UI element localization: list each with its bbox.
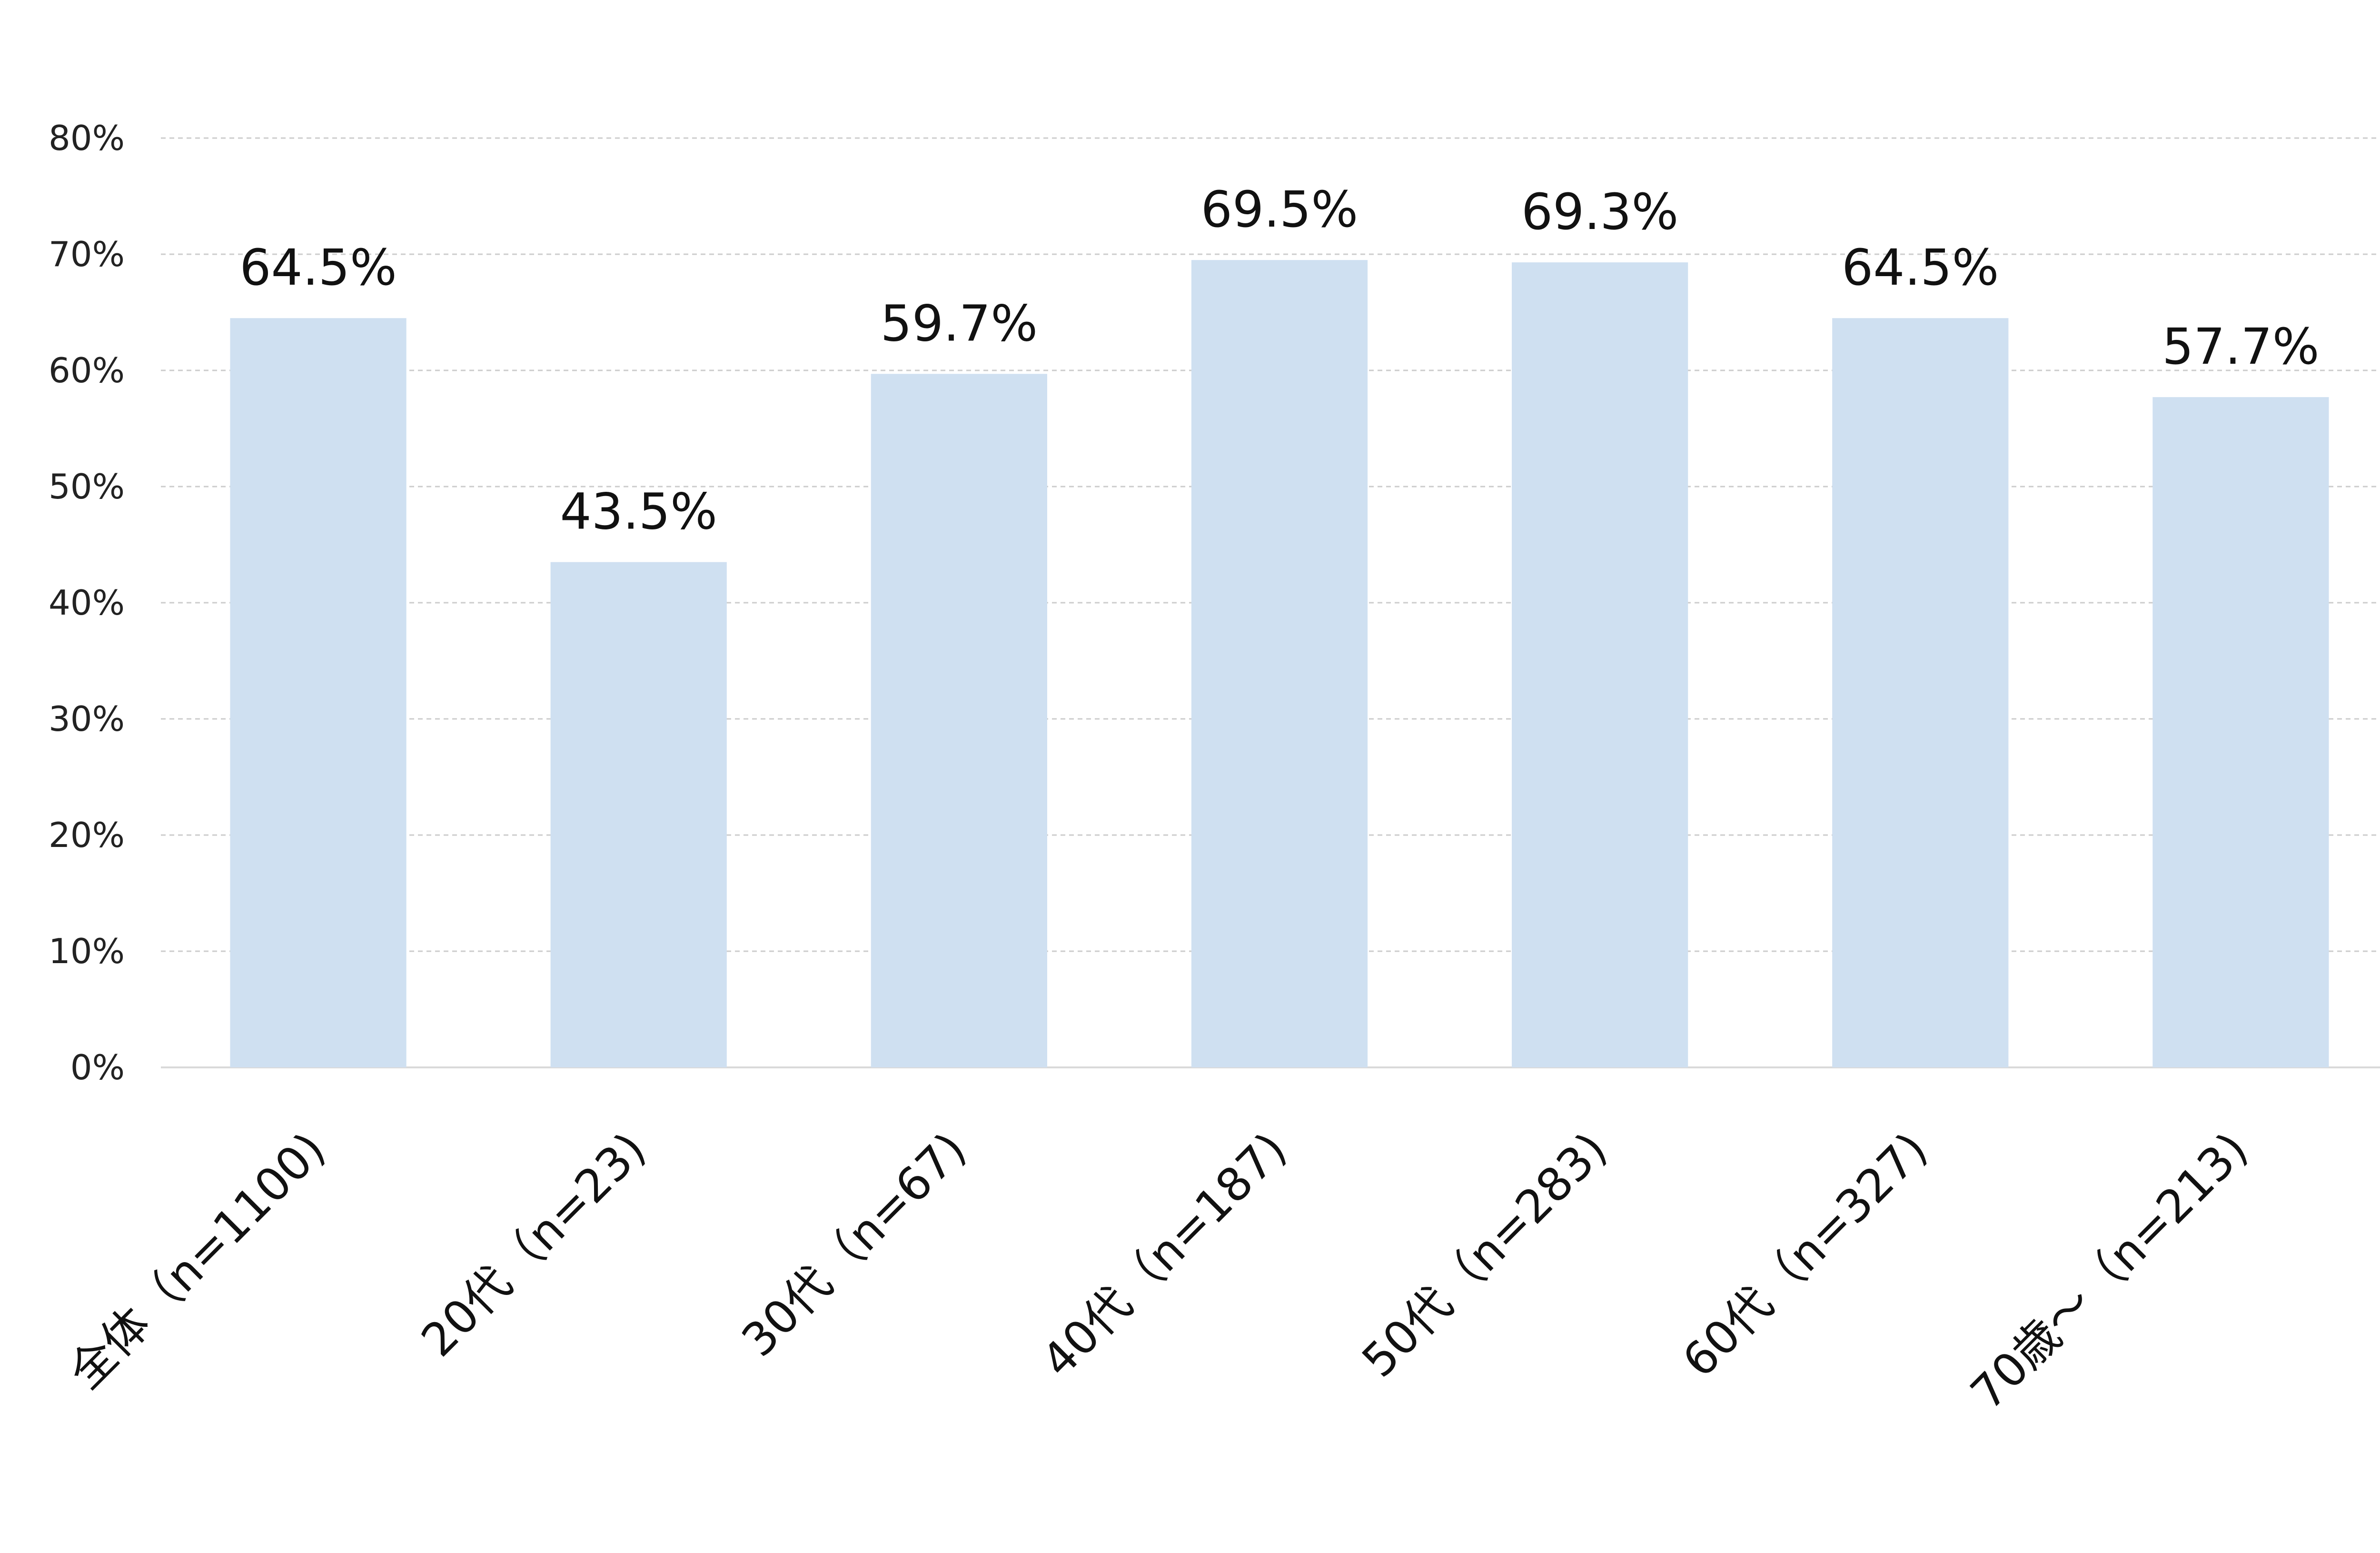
bar	[1512, 262, 1688, 1067]
x-tick-label: 40代（n=187)	[1031, 1122, 1297, 1387]
x-axis-ticks: 全体（n=1100) 20代（n=23) 30代（n=67) 40代（n=187) 50…	[59, 1122, 2258, 1420]
data-label: 57.7%	[2162, 318, 2319, 376]
x-tick-label: 30代（n=67)	[732, 1122, 976, 1367]
y-tick-label: 10%	[49, 931, 125, 971]
y-tick-label: 0%	[70, 1047, 125, 1087]
bar	[550, 562, 727, 1067]
y-tick-label: 20%	[49, 815, 125, 855]
data-label: 64.5%	[239, 239, 397, 297]
y-tick-label: 70%	[49, 234, 125, 274]
y-tick-label: 30%	[49, 699, 125, 739]
data-label: 69.5%	[1201, 180, 1358, 239]
bar	[1191, 260, 1368, 1068]
bar	[871, 374, 1047, 1067]
x-tick-label: 60代（n=327)	[1672, 1122, 1937, 1387]
data-label: 69.3%	[1521, 183, 1678, 241]
data-label: 59.7%	[881, 294, 1038, 352]
bars	[230, 260, 2329, 1068]
bar	[2152, 397, 2329, 1067]
y-tick-label: 40%	[49, 583, 125, 623]
x-tick-label: 20代（n=23)	[411, 1122, 656, 1367]
y-tick-label: 50%	[49, 467, 125, 507]
y-tick-label: 60%	[49, 350, 125, 390]
data-label: 43.5%	[560, 483, 717, 541]
x-tick-label: 全体（n=1100)	[59, 1122, 336, 1399]
data-label: 64.5%	[1842, 239, 1999, 297]
bar	[230, 318, 407, 1068]
data-labels: 64.5% 43.5% 59.7% 69.5% 69.3% 64.5% 57.7%	[239, 180, 2319, 540]
x-tick-label: 70歳～（n=213)	[1961, 1122, 2258, 1420]
bar	[1832, 318, 2009, 1068]
x-tick-label: 50代（n=283)	[1352, 1122, 1617, 1387]
y-tick-label: 80%	[49, 118, 125, 158]
y-axis-ticks: 0% 10% 20% 30% 40% 50% 60% 70% 80%	[49, 118, 125, 1087]
